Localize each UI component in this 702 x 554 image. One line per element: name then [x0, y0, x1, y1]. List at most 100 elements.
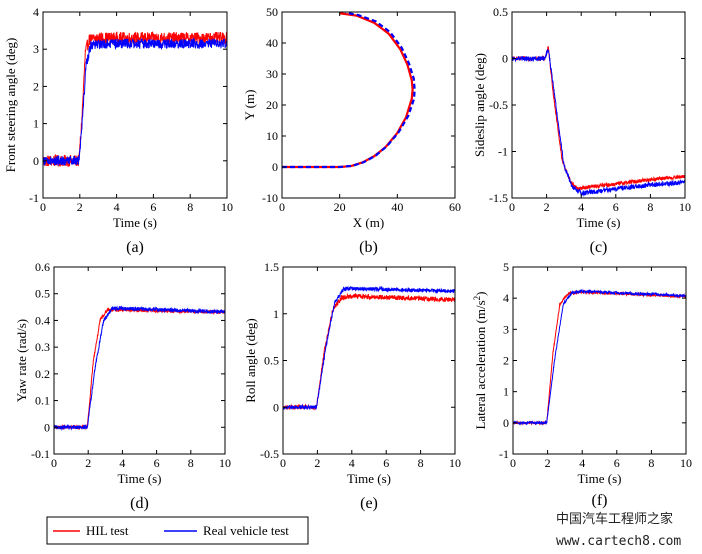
x-tick-label: 4: [114, 200, 120, 214]
x-tick-label: 40: [391, 200, 403, 214]
x-tick-label: 0: [40, 200, 46, 214]
y-tick-label: 1: [33, 117, 39, 131]
y-tick-label: 1: [503, 385, 509, 399]
x-tick-label: 0: [280, 456, 286, 470]
series-line-real: [282, 12, 416, 169]
legend-box: [46, 516, 309, 545]
series-line-real: [513, 288, 686, 426]
series-line-real: [54, 305, 225, 432]
legend-label-real: Real vehicle test: [203, 523, 289, 538]
x-tick-label: 2: [85, 456, 91, 470]
y-tick-label: 0.2: [35, 367, 50, 381]
y-tick-label: 3: [33, 42, 39, 56]
y-tick-label: -10: [262, 191, 278, 205]
x-tick-label: 2: [314, 456, 320, 470]
y-tick-label: 0: [502, 52, 508, 66]
x-tick-label: 6: [150, 200, 156, 214]
y-tick-label: 0.5: [493, 5, 508, 19]
series-line-real: [43, 36, 227, 166]
y-tick-label: 0: [503, 416, 509, 430]
panel-caption: (d): [130, 495, 149, 512]
panel-caption: (a): [126, 239, 144, 256]
y-tick-label: 4: [503, 291, 509, 305]
x-tick-label: 4: [119, 456, 125, 470]
y-tick-label: 4: [33, 5, 39, 19]
x-tick-label: 10: [680, 456, 692, 470]
y-axis-label: Front steering angle (deg): [3, 38, 18, 173]
y-tick-label: 0: [272, 160, 278, 174]
y-tick-label: -0.5: [489, 98, 508, 112]
watermark-text-cn: 中国汽车工程师之家: [556, 511, 673, 527]
y-tick-label: 2: [33, 79, 39, 93]
x-tick-label: 0: [279, 200, 285, 214]
y-tick-label: 0.4: [35, 313, 50, 327]
axes-box: [281, 11, 456, 199]
y-axis-label: Sideslip angle (deg): [472, 53, 487, 157]
x-tick-label: 2: [545, 456, 551, 470]
x-tick-label: 4: [349, 456, 355, 470]
series-line-real: [512, 48, 685, 197]
x-tick-label: 10: [449, 456, 461, 470]
x-tick-label: 8: [187, 200, 193, 214]
x-tick-label: 2: [77, 200, 83, 214]
y-tick-label: -1: [498, 145, 508, 159]
axes-box: [511, 11, 686, 199]
y-tick-label: 50: [266, 5, 278, 19]
y-tick-label: 0: [33, 154, 39, 168]
legend: HIL test Real vehicle test: [46, 516, 309, 545]
x-tick-label: 6: [614, 456, 620, 470]
x-tick-label: 8: [648, 456, 654, 470]
y-tick-label: -0.5: [260, 447, 279, 461]
panel-caption: (b): [359, 239, 378, 256]
x-axis-label: Time (s): [118, 471, 162, 486]
y-tick-label: 0: [273, 400, 279, 414]
series-line-hil: [283, 292, 455, 411]
y-tick-label: 1: [273, 307, 279, 321]
y-tick-label: 1.5: [264, 260, 279, 274]
x-tick-label: 10: [221, 200, 233, 214]
panel-caption: (f): [592, 492, 608, 509]
series-line-hil: [513, 289, 686, 426]
legend-label-hil: HIL test: [86, 523, 129, 538]
series-line-hil: [282, 12, 414, 169]
series-line-real: [283, 285, 455, 411]
y-tick-label: 40: [266, 36, 278, 50]
y-tick-label: 10: [266, 129, 278, 143]
y-axis-label: Y (m): [242, 90, 257, 121]
y-tick-label: -0.1: [31, 447, 50, 461]
series-line-hil: [512, 46, 685, 191]
x-axis-label: Time (s): [113, 215, 157, 230]
y-tick-label: 3: [503, 322, 509, 336]
x-tick-label: 6: [154, 456, 160, 470]
x-tick-label: 60: [449, 200, 461, 214]
x-tick-label: 10: [219, 456, 231, 470]
x-axis-label: Time (s): [347, 471, 391, 486]
x-tick-label: 4: [578, 200, 584, 214]
panel-caption: (c): [590, 239, 608, 256]
x-tick-label: 6: [383, 456, 389, 470]
y-tick-label: -1: [499, 447, 509, 461]
series-line-hil: [54, 306, 225, 431]
x-tick-label: 4: [579, 456, 585, 470]
x-tick-label: 0: [51, 456, 57, 470]
x-tick-label: 0: [509, 200, 515, 214]
y-axis-label: Yaw rate (rad/s): [14, 319, 29, 402]
x-tick-label: 20: [334, 200, 346, 214]
x-tick-label: 8: [418, 456, 424, 470]
axes-box: [53, 266, 226, 455]
x-tick-label: 0: [510, 456, 516, 470]
x-tick-label: 2: [544, 200, 550, 214]
axes-box: [42, 11, 228, 199]
x-tick-label: 8: [188, 456, 194, 470]
y-tick-label: 0.5: [35, 287, 50, 301]
x-axis-label: X (m): [353, 215, 384, 230]
watermark: 中国汽车工程师之家 www.cartech8.com: [556, 511, 681, 549]
y-tick-label: 0.1: [35, 394, 50, 408]
